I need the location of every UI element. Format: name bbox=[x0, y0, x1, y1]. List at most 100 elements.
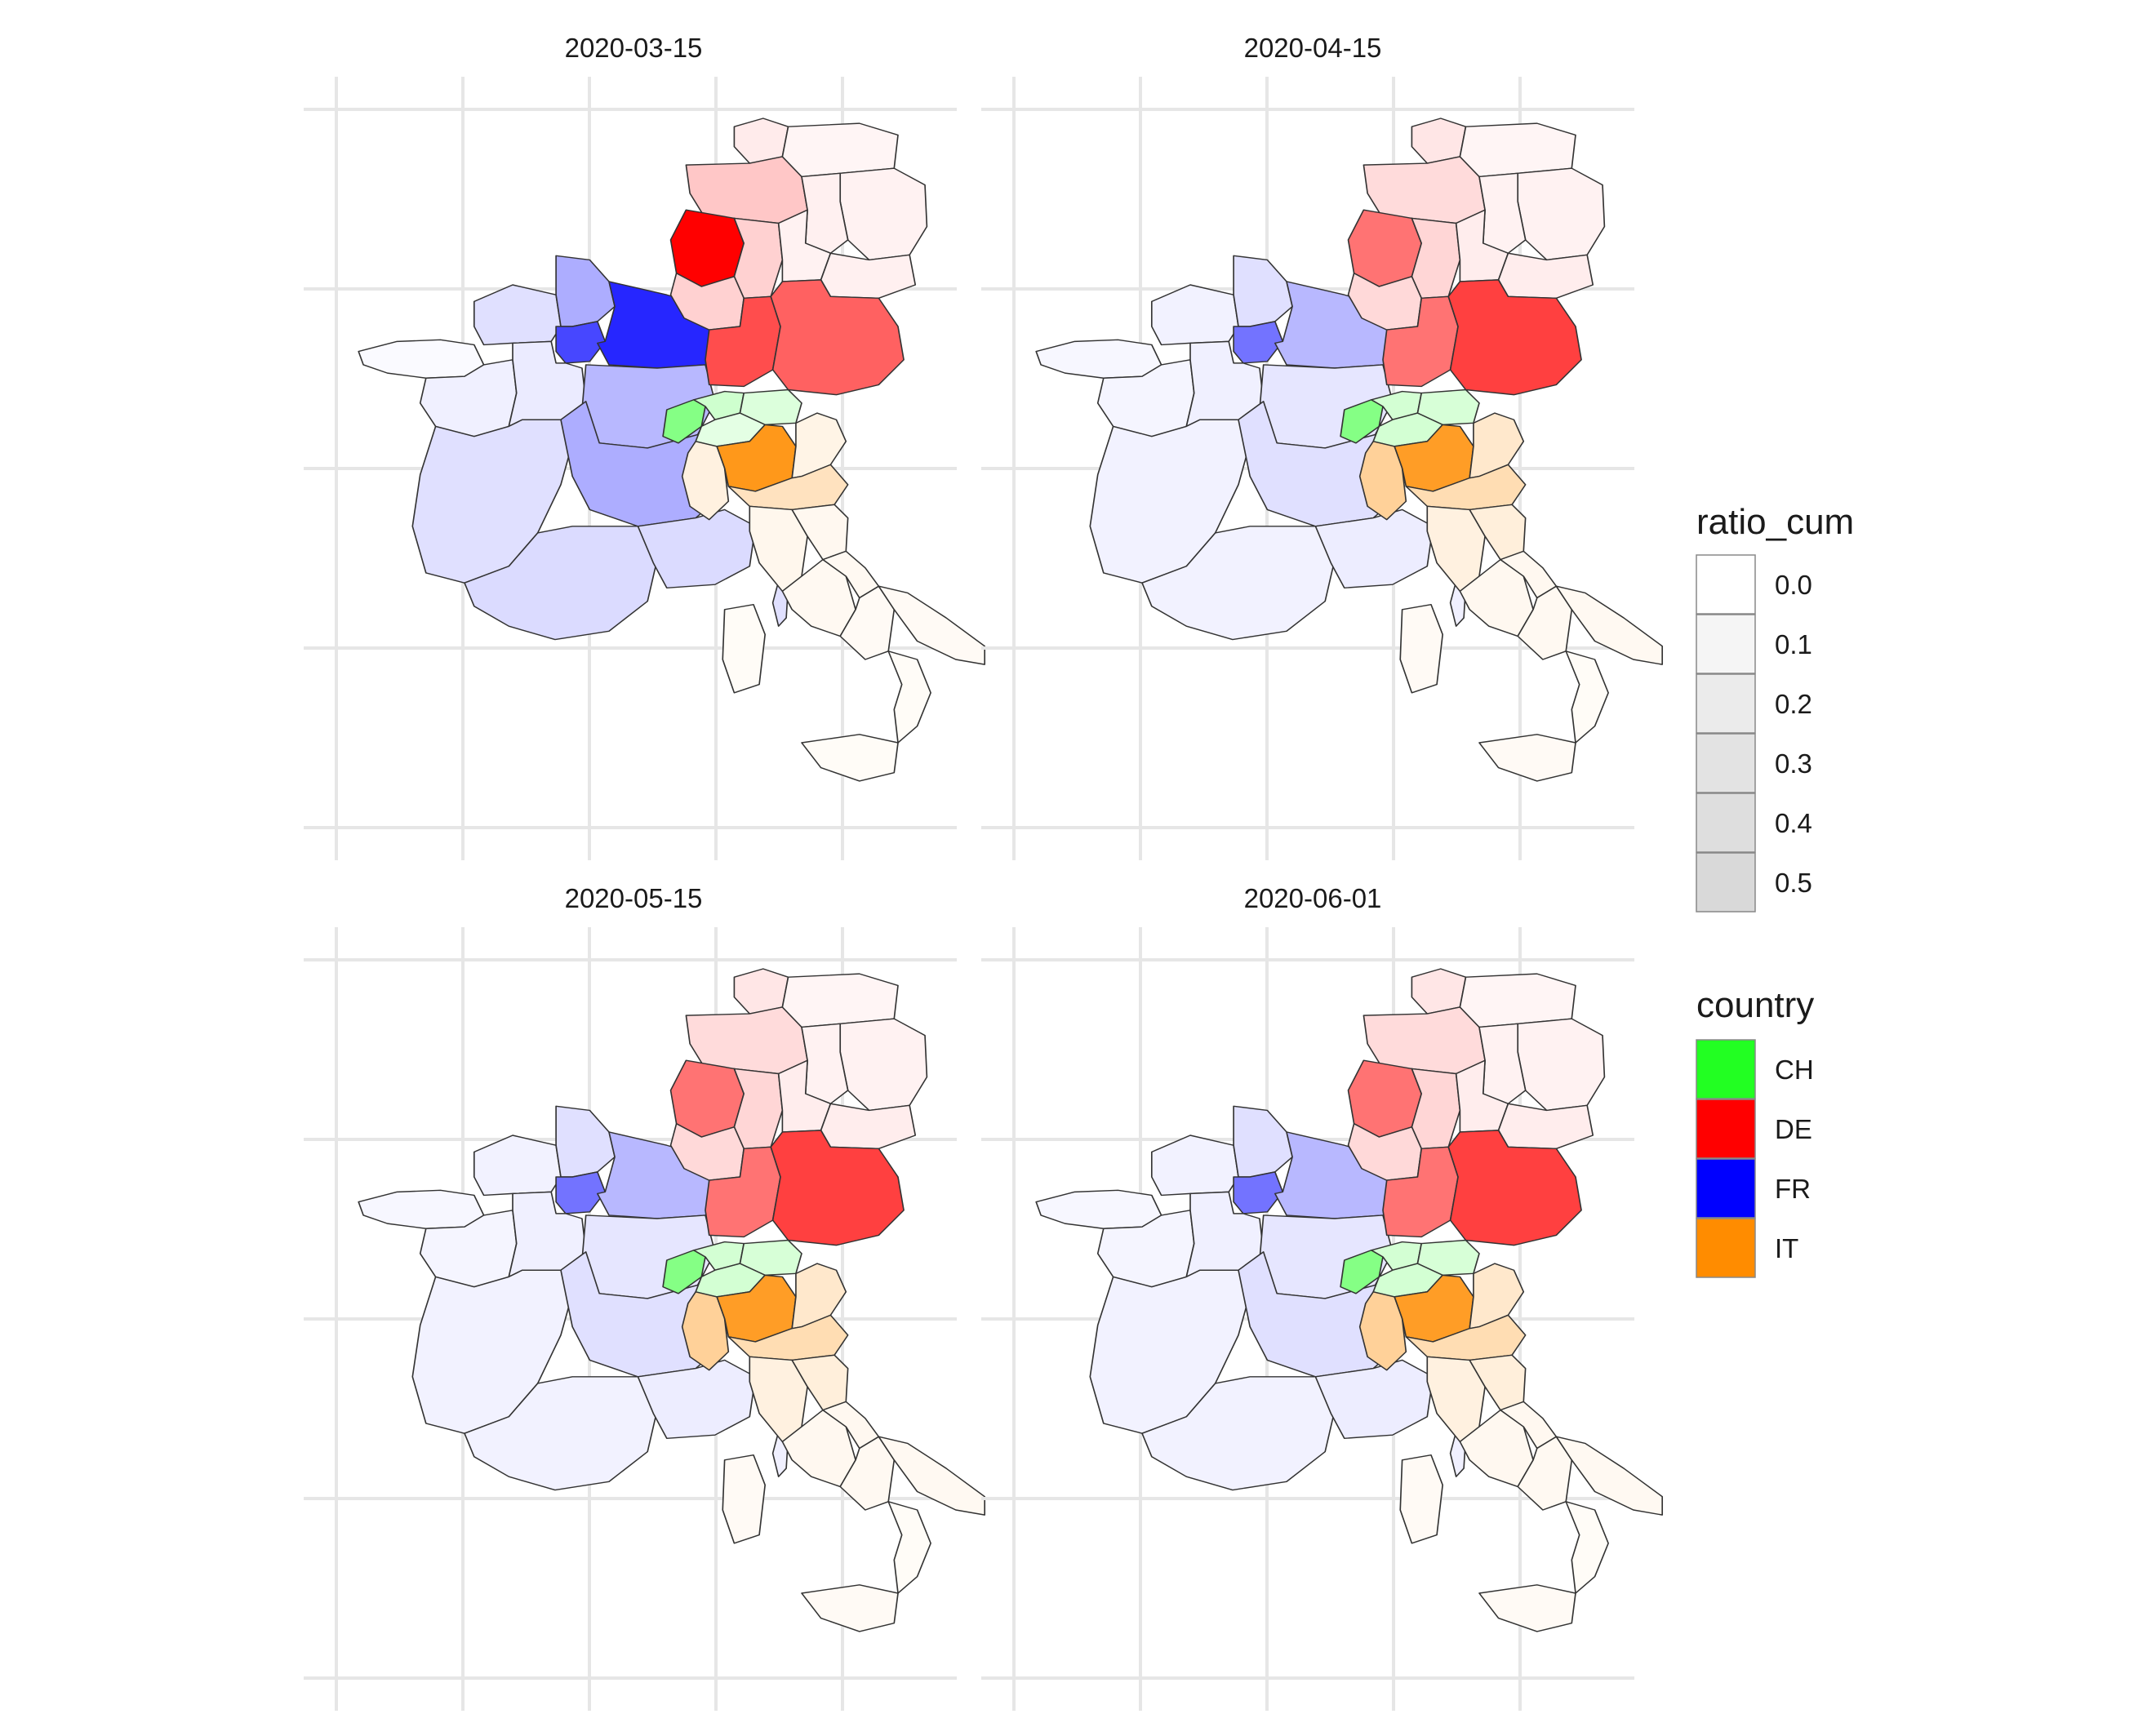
region-hauts-de-france bbox=[555, 1105, 616, 1178]
ratio-key-swatch bbox=[1696, 733, 1756, 793]
region-ile-de-france bbox=[555, 321, 607, 364]
region-brandenburg bbox=[839, 1018, 928, 1112]
region-hessen bbox=[1411, 1068, 1461, 1150]
country-key-label: FR bbox=[1775, 1174, 1811, 1204]
country-key-swatch-it bbox=[1696, 1218, 1756, 1278]
region-sachsen bbox=[1497, 252, 1594, 300]
region-map bbox=[358, 968, 986, 1632]
region-bayern bbox=[1447, 1130, 1582, 1246]
region-puglia bbox=[878, 1436, 986, 1516]
region-hessen bbox=[733, 217, 784, 300]
region-bretagne bbox=[1035, 339, 1162, 379]
region-map bbox=[1035, 968, 1664, 1632]
panel-title-1: 2020-03-15 bbox=[565, 33, 703, 63]
legend-country: country CH DE FR IT bbox=[1696, 985, 1814, 1278]
region-puglia bbox=[878, 585, 986, 665]
region-bretagne bbox=[358, 1189, 485, 1229]
panel-title-3: 2020-05-15 bbox=[565, 883, 703, 913]
region-sicilia bbox=[801, 1584, 899, 1632]
region-sachsen bbox=[820, 252, 917, 300]
region-sicilia bbox=[801, 734, 899, 782]
panel-title-2: 2020-04-15 bbox=[1244, 33, 1382, 63]
region-mecklenburg bbox=[781, 122, 899, 178]
region-calabria bbox=[1565, 1501, 1609, 1594]
region-occitanie bbox=[1141, 526, 1336, 641]
region-occitanie bbox=[1141, 1376, 1336, 1491]
map-panel-3 bbox=[304, 927, 986, 1711]
region-bretagne bbox=[1035, 1189, 1162, 1229]
region-nordrhein-westfalen bbox=[1347, 209, 1423, 287]
region-mecklenburg bbox=[781, 973, 899, 1028]
map-panel-4 bbox=[981, 927, 1664, 1711]
ratio-key-label: 0.4 bbox=[1775, 808, 1812, 838]
region-calabria bbox=[887, 651, 931, 744]
region-bayern bbox=[1447, 279, 1582, 396]
region-sardegna bbox=[1399, 1454, 1443, 1544]
country-key-label: IT bbox=[1775, 1233, 1798, 1263]
ratio-key-label: 0.1 bbox=[1775, 629, 1812, 659]
country-key-label: CH bbox=[1775, 1055, 1814, 1085]
region-sardegna bbox=[722, 1454, 766, 1544]
region-ile-de-france bbox=[1233, 321, 1284, 364]
ratio-key-swatch bbox=[1696, 614, 1756, 674]
ratio-key-swatch bbox=[1696, 793, 1756, 853]
region-calabria bbox=[887, 1501, 931, 1594]
region-nordrhein-westfalen bbox=[669, 1059, 745, 1138]
region-nouvelle-aquitaine bbox=[411, 419, 573, 584]
ratio-key-label: 0.2 bbox=[1775, 689, 1812, 719]
region-hauts-de-france bbox=[1233, 1105, 1293, 1178]
region-nouvelle-aquitaine bbox=[1089, 1269, 1251, 1434]
region-sardegna bbox=[1399, 603, 1443, 694]
map-panel-2 bbox=[981, 77, 1664, 860]
map-panel-1 bbox=[304, 77, 986, 860]
ratio-key-swatch bbox=[1696, 852, 1756, 913]
region-normandie bbox=[473, 1135, 562, 1197]
region-normandie bbox=[473, 284, 562, 346]
region-puglia bbox=[1555, 585, 1664, 665]
region-bayern bbox=[770, 1130, 905, 1246]
region-sicilia bbox=[1478, 734, 1576, 782]
ratio-key-label: 0.3 bbox=[1775, 748, 1812, 779]
region-mecklenburg bbox=[1459, 122, 1576, 178]
region-nouvelle-aquitaine bbox=[411, 1269, 573, 1434]
region-ile-de-france bbox=[555, 1171, 607, 1214]
legend-ratio: ratio_cum 0.0 0.1 0.2 0.3 0.4 0.5 bbox=[1696, 502, 1854, 913]
region-map bbox=[358, 118, 986, 782]
region-sicilia bbox=[1478, 1584, 1576, 1632]
ratio-key-label: 0.5 bbox=[1775, 868, 1812, 898]
region-brandenburg bbox=[1517, 167, 1606, 261]
region-sachsen bbox=[820, 1103, 917, 1150]
region-ile-de-france bbox=[1233, 1171, 1284, 1214]
region-hessen bbox=[733, 1068, 784, 1150]
region-bretagne bbox=[358, 339, 485, 379]
region-brandenburg bbox=[839, 167, 928, 261]
region-mecklenburg bbox=[1459, 973, 1576, 1028]
region-nordrhein-westfalen bbox=[1347, 1059, 1423, 1138]
ratio-key-label: 0.0 bbox=[1775, 570, 1812, 600]
region-brandenburg bbox=[1517, 1018, 1606, 1112]
region-normandie bbox=[1150, 1135, 1239, 1197]
region-occitanie bbox=[464, 526, 658, 641]
ratio-key-swatch bbox=[1696, 673, 1756, 734]
region-nouvelle-aquitaine bbox=[1089, 419, 1251, 584]
country-key-swatch-de bbox=[1696, 1099, 1756, 1159]
legend-country-title: country bbox=[1696, 985, 1814, 1025]
region-sardegna bbox=[722, 603, 766, 694]
region-sachsen bbox=[1497, 1103, 1594, 1150]
legend-ratio-title: ratio_cum bbox=[1696, 502, 1854, 542]
region-hauts-de-france bbox=[1233, 255, 1293, 327]
region-bayern bbox=[770, 279, 905, 396]
region-puglia bbox=[1555, 1436, 1664, 1516]
country-key-swatch-fr bbox=[1696, 1158, 1756, 1219]
panel-title-4: 2020-06-01 bbox=[1244, 883, 1382, 913]
region-hauts-de-france bbox=[555, 255, 616, 327]
country-key-label: DE bbox=[1775, 1114, 1812, 1144]
ratio-key-swatch bbox=[1696, 554, 1756, 615]
country-key-swatch-ch bbox=[1696, 1039, 1756, 1099]
region-occitanie bbox=[464, 1376, 658, 1491]
region-map bbox=[1035, 118, 1664, 782]
region-hessen bbox=[1411, 217, 1461, 300]
region-calabria bbox=[1565, 651, 1609, 744]
region-nordrhein-westfalen bbox=[669, 209, 745, 287]
